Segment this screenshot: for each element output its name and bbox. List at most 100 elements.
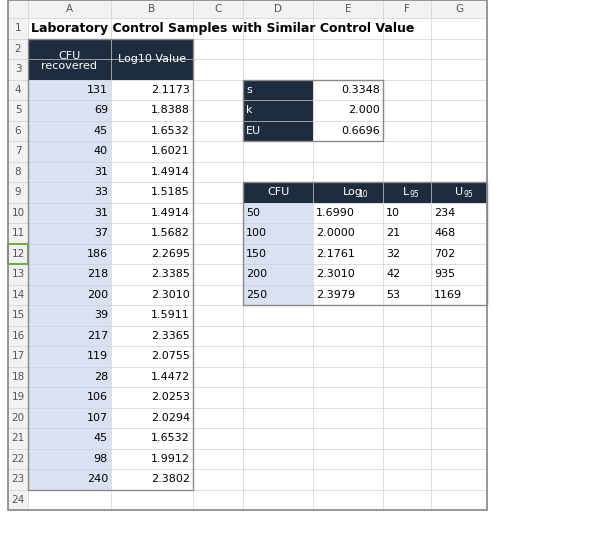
Bar: [28, 305, 111, 325]
Text: 100: 100: [246, 228, 267, 238]
Bar: [383, 264, 431, 285]
Text: 53: 53: [386, 290, 400, 300]
Text: 1.6990: 1.6990: [316, 208, 355, 218]
Bar: [8, 285, 487, 305]
Bar: [8, 203, 487, 223]
Text: CFU: CFU: [267, 187, 289, 197]
Text: 31: 31: [94, 208, 108, 218]
Text: 702: 702: [434, 249, 455, 259]
Bar: [8, 39, 487, 59]
Bar: [28, 18, 487, 39]
Bar: [28, 264, 111, 285]
Text: 33: 33: [94, 187, 108, 197]
Text: 2.3010: 2.3010: [316, 270, 355, 279]
Bar: [111, 243, 193, 264]
Text: 2.3010: 2.3010: [151, 290, 190, 300]
Text: 2: 2: [14, 44, 22, 54]
Bar: [8, 243, 28, 264]
Bar: [111, 203, 193, 223]
Text: 10: 10: [11, 208, 25, 218]
Bar: [8, 18, 487, 39]
Text: 217: 217: [87, 331, 108, 341]
Bar: [313, 203, 383, 223]
Text: 468: 468: [434, 228, 455, 238]
Bar: [28, 141, 111, 161]
Text: 11: 11: [11, 228, 25, 238]
Text: 1.5682: 1.5682: [151, 228, 190, 238]
Text: 8: 8: [14, 167, 22, 177]
Text: 935: 935: [434, 270, 455, 279]
Bar: [8, 469, 28, 489]
Bar: [431, 285, 487, 305]
Bar: [383, 285, 431, 305]
Bar: [243, 0, 313, 18]
Bar: [111, 428, 193, 449]
Text: 1.6532: 1.6532: [151, 433, 190, 443]
Bar: [243, 264, 313, 285]
Text: E: E: [345, 4, 351, 14]
Text: 4: 4: [14, 85, 22, 95]
Bar: [313, 79, 383, 100]
Bar: [111, 305, 193, 325]
Text: 2.0253: 2.0253: [151, 392, 190, 402]
Text: 240: 240: [87, 474, 108, 484]
Text: 106: 106: [87, 392, 108, 402]
Bar: [8, 141, 28, 161]
Bar: [383, 203, 431, 223]
Bar: [28, 243, 111, 264]
Bar: [383, 0, 431, 18]
Text: 2.1173: 2.1173: [151, 85, 190, 95]
Bar: [243, 203, 313, 223]
Text: 23: 23: [11, 474, 25, 484]
Text: 45: 45: [94, 126, 108, 136]
Bar: [28, 325, 111, 346]
Bar: [193, 0, 243, 18]
Bar: [8, 325, 487, 346]
Bar: [28, 0, 111, 18]
Bar: [111, 285, 193, 305]
Text: 22: 22: [11, 454, 25, 464]
Text: 20: 20: [11, 413, 25, 423]
Bar: [28, 39, 193, 489]
Text: 200: 200: [87, 290, 108, 300]
Text: 15: 15: [11, 310, 25, 320]
Bar: [111, 121, 193, 141]
Text: 1.4914: 1.4914: [151, 208, 190, 218]
Bar: [111, 469, 193, 489]
Text: 1.5911: 1.5911: [151, 310, 190, 320]
Bar: [8, 367, 28, 387]
Bar: [8, 79, 487, 100]
Text: 1.6532: 1.6532: [151, 126, 190, 136]
Bar: [111, 325, 193, 346]
Text: 2.000: 2.000: [348, 105, 380, 116]
Text: 218: 218: [87, 270, 108, 279]
Bar: [313, 0, 383, 18]
Bar: [8, 223, 487, 243]
Bar: [8, 182, 487, 203]
Bar: [8, 449, 487, 469]
Bar: [28, 285, 111, 305]
Bar: [28, 182, 111, 203]
Text: F: F: [404, 4, 410, 14]
Text: 1.6021: 1.6021: [151, 146, 190, 156]
Bar: [313, 264, 383, 285]
Text: 17: 17: [11, 351, 25, 361]
Bar: [8, 59, 28, 79]
Text: s: s: [246, 85, 252, 95]
Text: 37: 37: [94, 228, 108, 238]
Bar: [28, 428, 111, 449]
Bar: [8, 264, 28, 285]
Bar: [8, 387, 487, 407]
Text: CFU: CFU: [58, 51, 80, 61]
Text: 14: 14: [11, 290, 25, 300]
Bar: [8, 100, 487, 121]
Bar: [313, 121, 383, 141]
Text: 1.4472: 1.4472: [151, 372, 190, 382]
Text: 40: 40: [94, 146, 108, 156]
Text: 18: 18: [11, 372, 25, 382]
Bar: [111, 346, 193, 367]
Text: 107: 107: [87, 413, 108, 423]
Text: 1.9912: 1.9912: [151, 454, 190, 464]
Bar: [8, 223, 28, 243]
Text: 1169: 1169: [434, 290, 462, 300]
